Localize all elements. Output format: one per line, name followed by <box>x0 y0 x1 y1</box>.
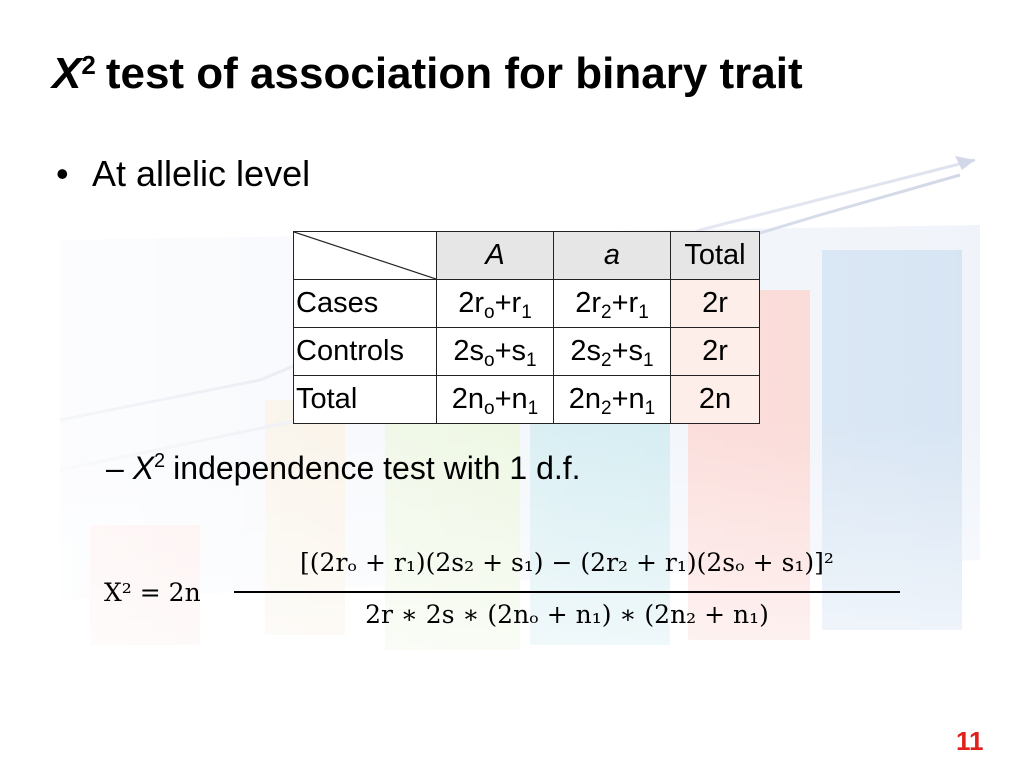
row-header: Controls <box>293 327 437 376</box>
sub-bullet-item: – X2 independence test with 1 d.f. <box>106 450 581 487</box>
bullet-marker: • <box>56 153 69 194</box>
table-row: Total 2no+n1 2n2+n1 2n <box>293 375 760 424</box>
header-cell: a <box>553 231 671 280</box>
title-text: test of association for binary trait <box>105 49 803 98</box>
sub-bullet-exponent: 2 <box>154 450 166 472</box>
total-cell: 2r <box>670 327 760 376</box>
table-cell: 2n2+n1 <box>553 375 671 424</box>
formula-numerator: [(2rₒ + r₁)(2s₂ + s₁) − (2r₂ + r₁)(2sₒ +… <box>300 548 834 577</box>
title-exponent: 2 <box>81 50 96 80</box>
bullet-item: • At allelic level <box>56 156 310 192</box>
contingency-table: A a Total Cases 2ro+r1 2r2+r1 2r Control… <box>293 231 760 424</box>
table-cell: 2s2+s1 <box>553 327 671 376</box>
header-cell: A <box>436 231 554 280</box>
formula-lhs: X² = 2n <box>104 578 201 607</box>
table-row: Cases 2ro+r1 2r2+r1 2r <box>293 279 760 328</box>
sub-bullet-symbol: X <box>132 450 155 486</box>
row-header: Total <box>293 375 437 424</box>
row-header: Cases <box>293 279 437 328</box>
table-row: Controls 2so+s1 2s2+s1 2r <box>293 327 760 376</box>
formula-denominator: 2r ∗ 2s ∗ (2nₒ + n₁) ∗ (2n₂ + n₁) <box>365 600 769 629</box>
sub-bullet-text: independence test with 1 d.f. <box>173 450 581 486</box>
table-cell: 2so+s1 <box>436 327 554 376</box>
title-symbol: X <box>52 49 82 98</box>
table-corner-cell <box>293 231 437 280</box>
table-header-row: A a Total <box>293 231 760 280</box>
fraction-bar <box>234 591 900 593</box>
total-cell: 2r <box>670 279 760 328</box>
sub-bullet-dash: – <box>106 450 124 486</box>
header-cell: Total <box>670 231 760 280</box>
table-cell: 2ro+r1 <box>436 279 554 328</box>
total-cell: 2n <box>670 375 760 424</box>
page-number: 11 <box>956 726 984 756</box>
bullet-text: At allelic level <box>92 153 311 194</box>
table-cell: 2r2+r1 <box>553 279 671 328</box>
diagonal-line <box>294 232 436 279</box>
slide-title: X2 test of association for binary trait <box>52 52 803 96</box>
table-cell: 2no+n1 <box>436 375 554 424</box>
